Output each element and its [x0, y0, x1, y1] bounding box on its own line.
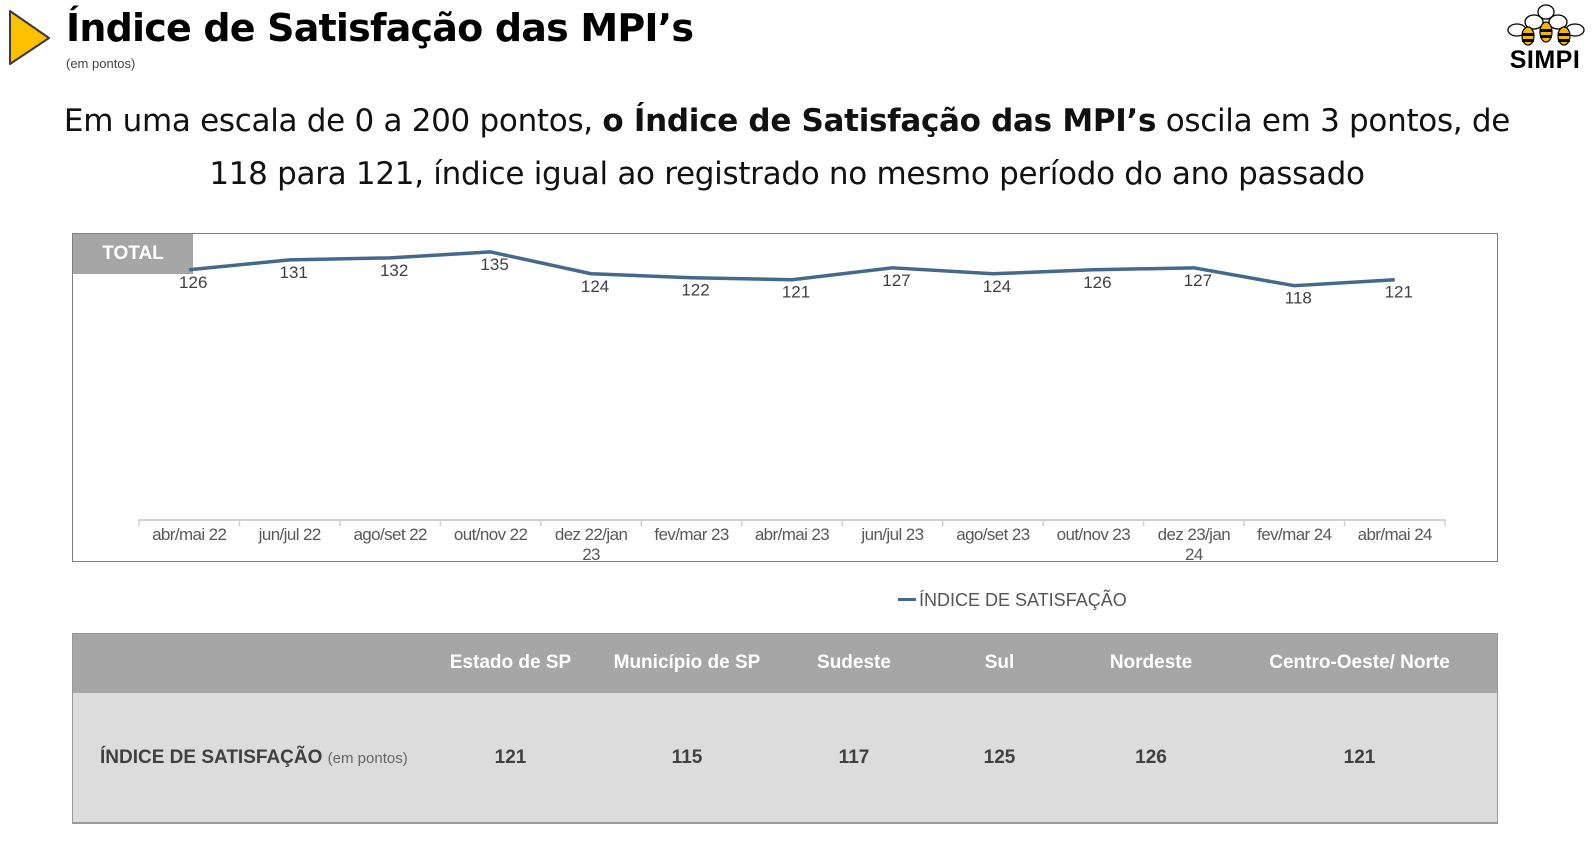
table-cell-sudeste: 117 — [790, 693, 918, 824]
data-label: 124 — [983, 277, 1011, 296]
x-tick-label: fev/mar 24 — [1257, 525, 1331, 544]
data-label: 122 — [681, 281, 709, 300]
legend-label: ÍNDICE DE SATISFAÇÃO — [919, 590, 1127, 610]
table-header-sul: Sul — [918, 633, 1081, 693]
page-subtitle: (em pontos) — [66, 56, 136, 71]
table-header-row: Estado de SP Município de SP Sudeste Sul… — [72, 633, 1498, 693]
x-tick-label: ago/set 22 — [353, 525, 427, 544]
x-tick-label: abr/mai 24 — [1358, 525, 1432, 544]
x-tick-label: jun/jul 22 — [258, 525, 321, 544]
table-header-blank — [72, 633, 437, 693]
data-label: 135 — [480, 255, 508, 274]
x-tick-label: abr/mai 22 — [152, 525, 226, 544]
x-tick-label-line: 23 — [582, 545, 600, 561]
bees-logo-icon — [1507, 4, 1585, 46]
data-label: 118 — [1285, 289, 1312, 308]
headline-part1: Em uma escala de 0 a 200 pontos, — [63, 103, 603, 139]
headline-part2: oscila em 3 pontos, de 118 para 121, índ… — [209, 103, 1511, 192]
chart-tag-total: TOTAL — [73, 234, 193, 274]
table-header-sudeste: Sudeste — [790, 633, 918, 693]
page-title: Índice de Satisfação das MPI’s — [66, 6, 694, 50]
region-table: Estado de SP Município de SP Sudeste Sul… — [72, 633, 1498, 824]
x-tick-label: fev/mar 23 — [654, 525, 728, 544]
x-tick-label: abr/mai 23 — [755, 525, 829, 544]
data-label: 127 — [1184, 271, 1212, 290]
data-label: 132 — [380, 261, 408, 280]
table-header-centro-oeste-norte: Centro-Oeste/ Norte — [1221, 633, 1498, 693]
x-tick-label-line: 24 — [1185, 545, 1203, 561]
x-tick-label: jun/jul 23 — [860, 525, 923, 544]
data-label: 131 — [280, 263, 308, 282]
table-cell-nordeste: 126 — [1081, 693, 1221, 824]
table-row-label: ÍNDICE DE SATISFAÇÃO (em pontos) — [72, 693, 437, 824]
logo-text: SIMPI — [1509, 46, 1581, 74]
x-tick-label: out/nov 22 — [454, 525, 528, 544]
row-label-unit: (em pontos) — [327, 750, 408, 767]
headline-bold: o Índice de Satisfação das MPI’s — [602, 103, 1157, 139]
data-label: 126 — [1083, 273, 1111, 292]
headline: Em uma escala de 0 a 200 pontos, o Índic… — [40, 95, 1534, 201]
table-header-municipio-sp: Município de SP — [584, 633, 790, 693]
line-chart: abr/mai 22 jun/jul 22 ago/set 22 out/nov 22… — [138, 250, 1446, 561]
x-tick-label: out/nov 23 — [1057, 525, 1131, 544]
simpi-logo: SIMPI — [1500, 2, 1590, 76]
data-label: 121 — [782, 283, 810, 302]
play-arrow-icon — [9, 10, 50, 65]
table-cell-municipio-sp: 115 — [584, 693, 790, 824]
x-tick-label: dez 23/jan 24 — [1158, 525, 1231, 561]
table-cell-centro-oeste-norte: 121 — [1221, 693, 1498, 824]
data-label: 127 — [882, 271, 910, 290]
table-header-estado-sp: Estado de SP — [437, 633, 584, 693]
data-label: 124 — [581, 277, 609, 296]
legend-line-marker — [898, 597, 916, 601]
x-tick-label: dez 22/jan 23 — [555, 525, 628, 561]
data-label: 121 — [1385, 283, 1413, 302]
data-label: 126 — [179, 273, 207, 292]
table-cell-sul: 125 — [918, 693, 1081, 824]
table-header-nordeste: Nordeste — [1081, 633, 1221, 693]
chart-panel: TOTAL abr/mai 22 jun/jul 22 ago/set 22 out/… — [72, 233, 1498, 562]
table-cell-estado-sp: 121 — [437, 693, 584, 824]
table-row: ÍNDICE DE SATISFAÇÃO (em pontos) 121 115… — [72, 693, 1498, 824]
series-line-indice-satisfacao — [189, 250, 1395, 288]
x-tick-label: ago/set 23 — [956, 525, 1030, 544]
chart-legend: ÍNDICE DE SATISFAÇÃO — [898, 590, 1127, 612]
x-tick-label-line: dez 23/jan — [1158, 525, 1231, 544]
x-tick-label-line: dez 22/jan — [555, 525, 628, 544]
row-label-text: ÍNDICE DE SATISFAÇÃO — [100, 747, 323, 768]
